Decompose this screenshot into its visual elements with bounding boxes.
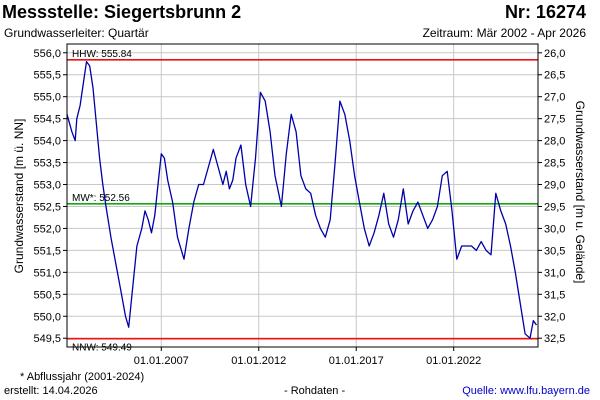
left-tick-label: 556,0 xyxy=(33,48,61,60)
source-label: Quelle: xyxy=(462,385,501,397)
reference-line-label: HHW: 555.84 xyxy=(72,49,132,60)
right-tick-label: 28,5 xyxy=(544,158,565,170)
left-tick-label: 551,5 xyxy=(33,245,61,257)
left-tick-label: 551,0 xyxy=(33,267,61,279)
right-tick-label: 29,5 xyxy=(544,201,565,213)
raw-data-label: - Rohdaten - xyxy=(284,385,346,397)
source-line: Quelle: www.lfu.bayern.de xyxy=(462,385,590,397)
x-tick-label: 01.01.2017 xyxy=(329,355,384,367)
station-number: Nr: 16274 xyxy=(504,2,586,22)
reference-line-label: NNW: 549.49 xyxy=(72,343,132,354)
plot-frame xyxy=(66,43,539,348)
chart-grid xyxy=(67,44,538,347)
left-tick-label: 554,0 xyxy=(33,136,61,148)
source-link[interactable]: www.lfu.bayern.de xyxy=(500,385,590,397)
reference-lines: HHW: 555.84 MW*: 552.56 NNW: 549.49 xyxy=(67,49,538,354)
left-tick-label: 552,0 xyxy=(33,223,61,235)
left-tick-label: 552,5 xyxy=(33,201,61,213)
right-tick-label: 28,0 xyxy=(544,136,565,148)
footnote: * Abflussjahr (2001-2024) xyxy=(20,371,145,383)
left-tick-label: 555,5 xyxy=(33,70,61,82)
left-tick-label: 553,0 xyxy=(33,180,61,192)
x-tick-label: 01.01.2012 xyxy=(231,355,286,367)
x-tick-label: 01.01.2022 xyxy=(426,355,481,367)
right-tick-label: 29,0 xyxy=(544,180,565,192)
right-axis-ticks: 32,5 32,0 31,5 31,0 30,5 30,0 29,5 29,0 28,5 28,0… xyxy=(538,48,565,345)
right-tick-label: 27,0 xyxy=(544,92,565,104)
period-label: Zeitraum: Mär 2002 - Apr 2026 xyxy=(422,26,586,40)
groundwater-level-line xyxy=(66,60,538,339)
x-axis-ticks: 01.01.2007 01.01.2012 01.01.2017 01.01.2022 xyxy=(134,347,481,367)
aquifer-label: Grundwasserleiter: Quartär xyxy=(4,26,149,40)
left-tick-label: 553,5 xyxy=(33,158,61,170)
right-tick-label: 27,5 xyxy=(544,114,565,126)
reference-line-label: MW*: 552.56 xyxy=(72,193,130,204)
right-axis-label: Grundwasserstand [m u. Gelände] xyxy=(573,101,587,284)
left-tick-label: 555,0 xyxy=(33,92,61,104)
left-axis-label: Grundwasserstand [m ü. NN] xyxy=(12,119,26,274)
right-tick-label: 30,0 xyxy=(544,223,565,235)
series-layer xyxy=(66,60,538,339)
left-tick-label: 550,0 xyxy=(33,311,61,323)
right-tick-label: 31,5 xyxy=(544,289,565,301)
left-tick-label: 549,5 xyxy=(33,333,61,345)
right-tick-label: 32,5 xyxy=(544,333,565,345)
left-axis-ticks: 549,5 550,0 550,5 551,0 551,5 552,0 552,5 553,0… xyxy=(33,48,67,345)
left-tick-label: 554,5 xyxy=(33,114,61,126)
right-tick-label: 30,5 xyxy=(544,245,565,257)
right-tick-label: 26,5 xyxy=(544,70,565,82)
x-tick-label: 01.01.2007 xyxy=(134,355,189,367)
created-date: erstellt: 14.04.2026 xyxy=(4,385,98,397)
right-tick-label: 26,0 xyxy=(544,48,565,60)
right-tick-label: 32,0 xyxy=(544,311,565,323)
right-tick-label: 31,0 xyxy=(544,267,565,279)
station-title: Messstelle: Siegertsbrunn 2 xyxy=(2,2,242,22)
left-tick-label: 550,5 xyxy=(33,289,61,301)
